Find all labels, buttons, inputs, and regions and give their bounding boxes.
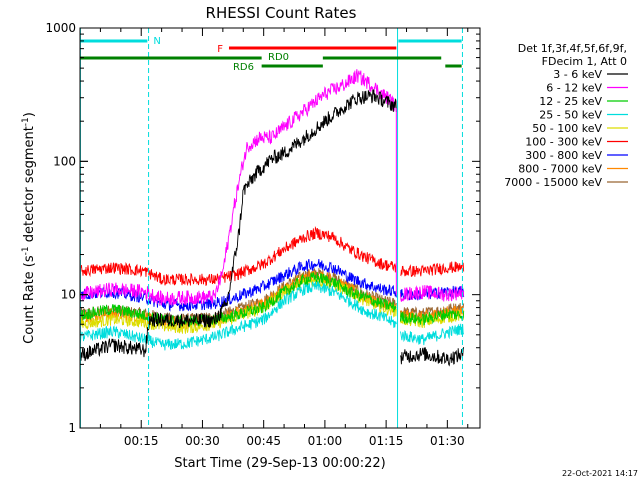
y-axis-label-main: Count Rate (s — [22, 255, 37, 344]
series-line-part2 — [399, 305, 465, 323]
y-axis-label: Count Rate (s-1 detector segment-1) — [21, 112, 37, 344]
chart-title: RHESSI Count Rates — [206, 4, 357, 22]
series-line-part1 — [80, 226, 397, 287]
plot-frame — [79, 27, 481, 429]
x-tick-label: 01:30 — [430, 434, 465, 448]
legend-header-line1: Det 1f,3f,4f,5f,6f,9f, — [518, 42, 627, 55]
series-100-300kev — [80, 226, 465, 287]
series-12-25kev — [80, 272, 465, 327]
y-axis-label-exp1: -1 — [21, 246, 31, 255]
series-3-6kev — [80, 89, 465, 367]
series-line-part1 — [80, 272, 397, 327]
flag-label-n: N — [153, 36, 160, 47]
series-line-part2 — [400, 261, 465, 277]
series-line-part2 — [399, 309, 465, 326]
series-line-part1 — [80, 89, 397, 362]
legend-label: 100 - 300 keV — [525, 136, 602, 149]
x-tick-label: 00:30 — [185, 434, 220, 448]
legend-label: 7000 - 15000 keV — [504, 176, 602, 189]
x-tick-label: 00:15 — [124, 434, 159, 448]
series-line-part1 — [80, 281, 397, 351]
legend-label: 300 - 800 keV — [525, 149, 602, 162]
flag-bars: N F RD0 RD6 — [80, 36, 462, 73]
series-line-part2 — [399, 323, 465, 346]
y-tick-label: 1000 — [45, 21, 76, 35]
flag-label-f: F — [217, 44, 223, 55]
series-6-12kev — [80, 69, 465, 306]
x-tick-label: 01:15 — [369, 434, 404, 448]
y-tick-label: 10 — [61, 288, 76, 302]
legend-label: 800 - 7000 keV — [518, 163, 602, 176]
x-axis-label: Start Time (29-Sep-13 00:00:22) — [174, 456, 385, 471]
y-axis-label-exp2: -1 — [21, 117, 31, 126]
legend-label: 50 - 100 keV — [532, 122, 602, 135]
x-axis-ticks: 00:15 00:30 00:45 01:00 01:15 01:30 — [99, 28, 469, 448]
x-tick-label: 00:45 — [246, 434, 281, 448]
series-line-part1 — [80, 275, 397, 334]
series-line-part2 — [399, 347, 465, 367]
y-axis-ticks: 1 10 100 1000 — [45, 21, 480, 435]
legend: Det 1f,3f,4f,5f,6f,9f, FDecim 1, Att 0 3… — [504, 42, 628, 189]
y-axis-label-mid: detector segment — [22, 126, 37, 246]
timestamp: 22-Oct-2021 14:17 — [562, 469, 638, 478]
legend-label: 6 - 12 keV — [546, 82, 602, 95]
flag-label-rd6: RD6 — [233, 62, 254, 73]
x-tick-label: 01:00 — [308, 434, 343, 448]
series-layer — [80, 69, 465, 367]
y-tick-label: 1 — [68, 421, 76, 435]
legend-label: 3 - 6 keV — [553, 68, 602, 81]
legend-label: 25 - 50 keV — [539, 109, 602, 122]
flag-label-rd0: RD0 — [268, 52, 289, 63]
y-axis-label-end: ) — [22, 112, 37, 117]
series-line-part2 — [399, 285, 465, 302]
series-line-part1 — [80, 69, 397, 306]
y-tick-label: 100 — [53, 154, 76, 168]
legend-header-line2: FDecim 1, Att 0 — [542, 55, 627, 68]
legend-label: 12 - 25 keV — [539, 95, 602, 108]
series-25-50kev — [80, 281, 465, 351]
